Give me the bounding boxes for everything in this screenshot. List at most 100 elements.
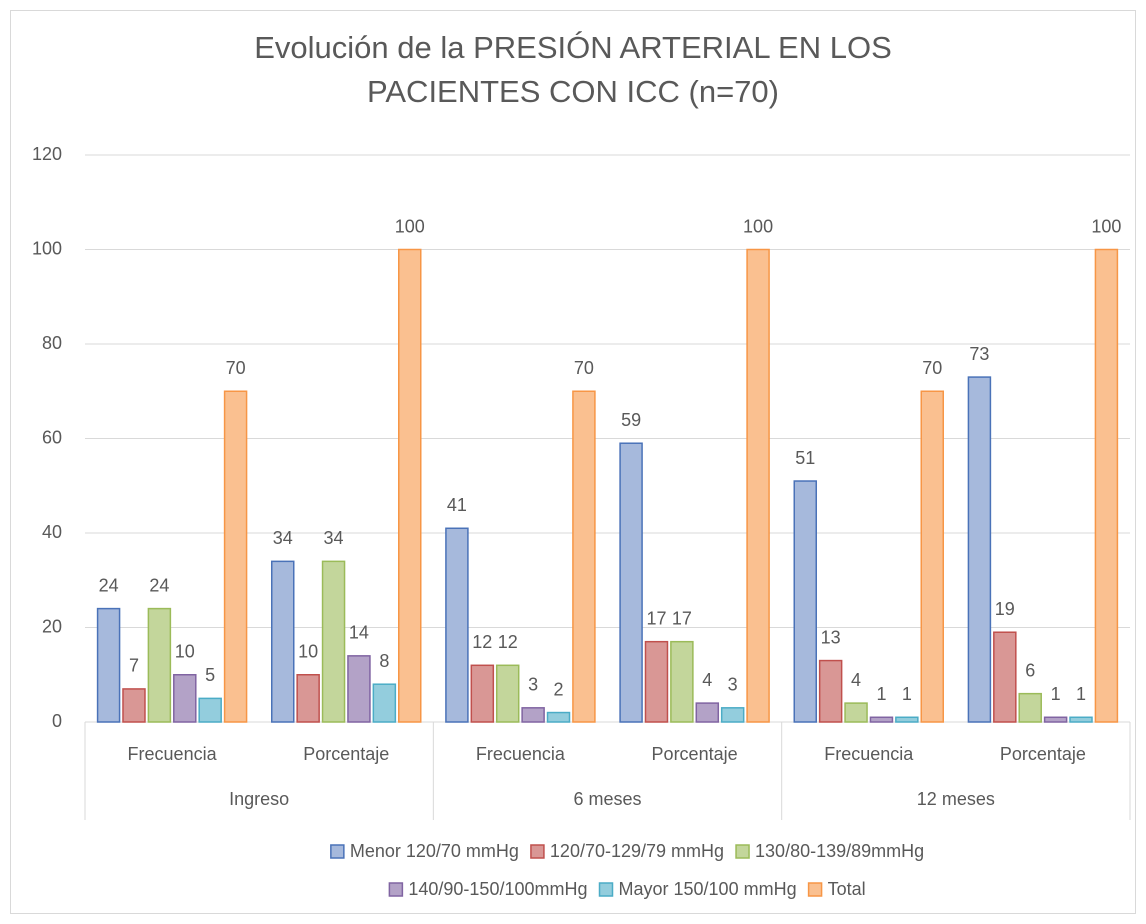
value-label: 7 bbox=[129, 656, 139, 676]
x-tick-label: Frecuencia bbox=[824, 744, 914, 764]
bar bbox=[1018, 692, 1042, 723]
value-label: 73 bbox=[969, 344, 989, 364]
bar bbox=[1094, 248, 1119, 723]
value-label: 14 bbox=[349, 623, 369, 643]
y-tick-label: 20 bbox=[42, 616, 62, 636]
bar bbox=[521, 707, 545, 723]
value-label: 12 bbox=[498, 632, 518, 652]
value-label: 10 bbox=[175, 642, 195, 662]
x-tick-label: Frecuencia bbox=[476, 744, 566, 764]
bar bbox=[122, 688, 146, 723]
bar bbox=[372, 683, 397, 723]
chart-title: Evolución de la PRESIÓN ARTERIAL EN LOS … bbox=[254, 30, 892, 109]
x-tick-label: Porcentaje bbox=[652, 744, 738, 764]
legend-label: Total bbox=[828, 879, 866, 899]
value-label: 1 bbox=[1076, 684, 1086, 704]
value-label: 1 bbox=[902, 684, 912, 704]
bar bbox=[445, 527, 469, 723]
y-tick-label: 80 bbox=[42, 333, 62, 353]
value-label: 24 bbox=[149, 575, 169, 595]
legend-swatch bbox=[330, 844, 345, 859]
value-label: 100 bbox=[743, 216, 773, 236]
y-tick-label: 60 bbox=[42, 427, 62, 447]
legend-swatch bbox=[598, 882, 614, 897]
legend-label: Menor 120/70 mmHg bbox=[350, 841, 519, 861]
bar bbox=[398, 248, 422, 723]
legend-swatch bbox=[388, 882, 404, 897]
value-label: 17 bbox=[672, 608, 692, 628]
value-label: 1 bbox=[1051, 684, 1061, 704]
value-label: 3 bbox=[528, 675, 538, 695]
bar bbox=[967, 376, 992, 723]
bar bbox=[321, 560, 346, 723]
bar bbox=[1043, 716, 1068, 723]
group-label: 12 meses bbox=[917, 789, 995, 809]
value-label: 100 bbox=[395, 216, 425, 236]
value-label: 6 bbox=[1025, 660, 1035, 680]
value-label: 12 bbox=[472, 632, 492, 652]
bar bbox=[695, 702, 720, 723]
bar bbox=[869, 716, 894, 723]
value-label: 59 bbox=[621, 410, 641, 430]
y-tick-label: 120 bbox=[32, 144, 62, 164]
value-label: 70 bbox=[226, 358, 246, 378]
bar bbox=[223, 390, 248, 723]
legend-label: 140/90-150/100mmHg bbox=[408, 879, 587, 899]
legend-swatch bbox=[807, 882, 823, 897]
bar bbox=[198, 697, 222, 723]
value-label: 5 bbox=[205, 665, 215, 685]
bar bbox=[619, 442, 643, 723]
value-label: 34 bbox=[273, 528, 293, 548]
value-label: 100 bbox=[1091, 216, 1121, 236]
value-label: 2 bbox=[554, 679, 564, 699]
value-label: 51 bbox=[795, 448, 815, 468]
bar bbox=[920, 390, 944, 723]
y-tick-label: 100 bbox=[32, 238, 62, 258]
bar bbox=[296, 674, 320, 723]
bar bbox=[572, 390, 596, 723]
bar bbox=[347, 655, 371, 723]
bar bbox=[495, 664, 520, 723]
value-label: 24 bbox=[99, 575, 119, 595]
value-label: 4 bbox=[851, 670, 861, 690]
y-tick-label: 0 bbox=[52, 711, 62, 731]
bar bbox=[720, 707, 745, 723]
group-label: Ingreso bbox=[229, 789, 289, 809]
bar bbox=[644, 640, 669, 723]
legend-label: Mayor 150/100 mmHg bbox=[619, 879, 797, 899]
bar bbox=[895, 716, 919, 723]
bar bbox=[147, 607, 172, 723]
value-label: 4 bbox=[702, 670, 712, 690]
x-tick-label: Frecuencia bbox=[128, 744, 218, 764]
value-label: 70 bbox=[574, 358, 594, 378]
bar bbox=[546, 711, 571, 723]
value-label: 17 bbox=[646, 608, 666, 628]
bar bbox=[1069, 716, 1093, 723]
legend-swatch bbox=[735, 844, 750, 859]
bar bbox=[746, 248, 770, 723]
group-label: 6 meses bbox=[573, 789, 641, 809]
bar bbox=[670, 640, 694, 723]
legend-label: 120/70-129/79 mmHg bbox=[550, 841, 724, 861]
bar bbox=[470, 664, 495, 723]
value-label: 13 bbox=[821, 627, 841, 647]
y-tick-label: 40 bbox=[42, 522, 62, 542]
legend-label: 130/80-139/89mmHg bbox=[755, 841, 924, 861]
x-tick-label: Porcentaje bbox=[1000, 744, 1086, 764]
bar bbox=[271, 560, 295, 723]
value-label: 70 bbox=[922, 358, 942, 378]
value-label: 19 bbox=[995, 599, 1015, 619]
bar bbox=[818, 659, 843, 723]
bar bbox=[993, 631, 1017, 723]
legend-swatch bbox=[530, 844, 545, 859]
bar bbox=[844, 702, 868, 723]
value-label: 8 bbox=[379, 651, 389, 671]
x-tick-label: Porcentaje bbox=[303, 744, 389, 764]
value-label: 1 bbox=[876, 684, 886, 704]
value-label: 41 bbox=[447, 495, 467, 515]
bar bbox=[96, 607, 121, 723]
value-label: 34 bbox=[324, 528, 344, 548]
value-label: 10 bbox=[298, 642, 318, 662]
